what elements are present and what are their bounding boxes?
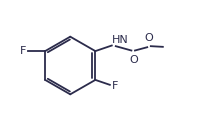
Text: O: O xyxy=(144,33,153,43)
Text: HN: HN xyxy=(112,35,129,45)
Text: O: O xyxy=(129,55,138,65)
Text: F: F xyxy=(112,81,118,91)
Text: F: F xyxy=(20,46,27,56)
